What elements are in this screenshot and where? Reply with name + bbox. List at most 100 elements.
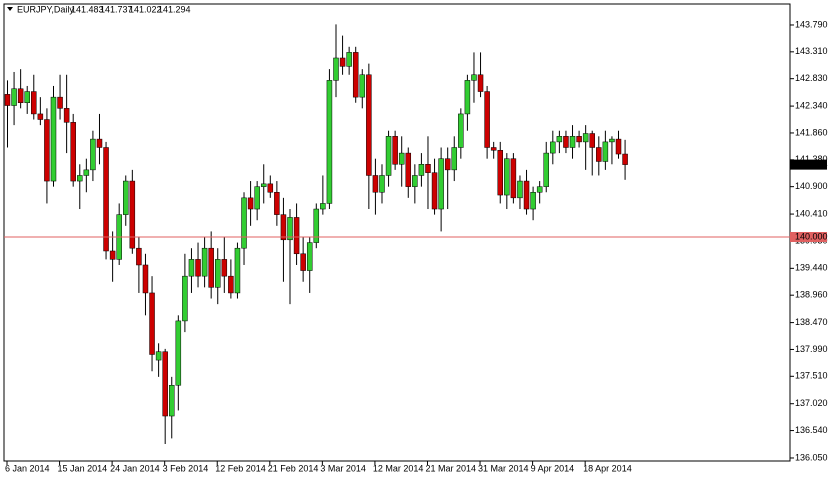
y-tick-label: 136.050	[795, 452, 828, 462]
candle-body	[293, 217, 300, 255]
candle-body	[339, 57, 346, 67]
candle-body	[214, 259, 221, 288]
candle-body	[109, 250, 116, 260]
candle-body	[333, 57, 339, 81]
candle-body	[412, 175, 418, 187]
candle-body	[510, 158, 517, 199]
menu-triangle[interactable]	[7, 7, 13, 11]
header-low: 141.022	[129, 4, 162, 14]
x-tick-label: 21 Feb 2014	[268, 463, 319, 473]
candle-body	[77, 175, 83, 182]
candle-body	[63, 108, 70, 123]
x-tick-label: 12 Mar 2014	[373, 463, 424, 473]
x-tick-label: 3 Mar 2014	[320, 463, 366, 473]
candle-body	[195, 259, 201, 277]
candle-body	[306, 242, 313, 271]
candle-body	[352, 52, 359, 98]
y-tick-label: 139.440	[795, 263, 828, 273]
candle-body	[523, 180, 530, 210]
y-tick-label: 137.990	[795, 344, 828, 354]
candle-body	[320, 203, 326, 210]
x-tick-label: 9 Apr 2014	[531, 463, 575, 473]
candle-body	[228, 275, 234, 294]
candle-body	[425, 164, 431, 173]
candle-body	[44, 119, 50, 182]
y-tick-label: 141.380	[795, 154, 828, 164]
candle-body	[569, 136, 576, 148]
candle-body	[504, 158, 510, 196]
candle-body	[188, 259, 195, 277]
candle-body	[517, 180, 523, 199]
price-tag	[790, 159, 827, 170]
y-tick-label: 141.860	[795, 127, 828, 137]
candle-body	[50, 96, 57, 182]
candle-body	[24, 91, 30, 103]
candle-body	[280, 214, 287, 241]
candle-body	[201, 247, 208, 277]
candle-body	[37, 113, 44, 120]
candle-body	[438, 158, 444, 210]
candle-body	[274, 191, 280, 215]
header-close: 141.294	[158, 4, 191, 14]
candle-body	[4, 94, 11, 106]
candle-body	[149, 292, 155, 355]
candle-body	[536, 186, 543, 193]
x-tick-label: 3 Feb 2014	[163, 463, 209, 473]
y-tick-label: 137.510	[795, 371, 828, 381]
candle-body	[589, 133, 595, 148]
candle-body	[464, 80, 471, 115]
candle-body	[458, 113, 464, 148]
candle-body	[477, 74, 484, 92]
candle-body	[57, 96, 63, 109]
candle-body	[326, 80, 333, 204]
candle-body	[543, 152, 549, 187]
candle-body	[247, 197, 254, 210]
candle-body	[530, 191, 536, 210]
candle-body	[103, 147, 109, 252]
candle-body	[372, 175, 379, 193]
level-tag	[790, 232, 827, 243]
x-tick-label: 6 Jan 2014	[5, 463, 50, 473]
x-tick-label: 24 Jan 2014	[110, 463, 160, 473]
candle-body	[615, 138, 622, 155]
y-tick-label: 140.900	[795, 181, 828, 191]
candle-body	[221, 259, 228, 277]
candle-body	[398, 152, 405, 165]
candle-body	[155, 351, 162, 361]
candle-body	[385, 136, 392, 176]
candle-body	[497, 150, 503, 196]
y-tick-label: 136.540	[795, 425, 828, 435]
candle-body	[96, 138, 103, 148]
level-label: 140.000	[795, 231, 828, 241]
x-tick-label: 12 Feb 2014	[215, 463, 266, 473]
candle-body	[169, 385, 175, 417]
candle-body	[596, 147, 602, 162]
candle-body	[83, 169, 90, 176]
candle-body	[379, 175, 385, 193]
candle-body	[182, 275, 188, 322]
candle-body	[550, 141, 556, 154]
candle-body	[444, 158, 451, 171]
x-tick-label: 18 Apr 2014	[583, 463, 632, 473]
candle-body	[129, 180, 136, 249]
candle-body	[431, 172, 438, 210]
candle-body	[254, 186, 260, 210]
candle-body	[162, 351, 168, 417]
candle-body	[17, 88, 24, 103]
candle-body	[582, 133, 589, 143]
x-tick-label: 21 Mar 2014	[425, 463, 476, 473]
candle-body	[123, 180, 129, 215]
candle-body	[260, 183, 267, 187]
candle-body	[142, 264, 149, 294]
x-tick-label: 31 Mar 2014	[478, 463, 529, 473]
x-tick-label: 15 Jan 2014	[58, 463, 108, 473]
candle-body	[418, 164, 425, 176]
candle-body	[31, 91, 37, 115]
candle-body	[471, 74, 477, 81]
candle-body	[602, 141, 609, 162]
header-open: 141.483	[71, 4, 104, 14]
candle-body	[484, 91, 490, 148]
y-tick-label: 143.790	[795, 19, 828, 29]
